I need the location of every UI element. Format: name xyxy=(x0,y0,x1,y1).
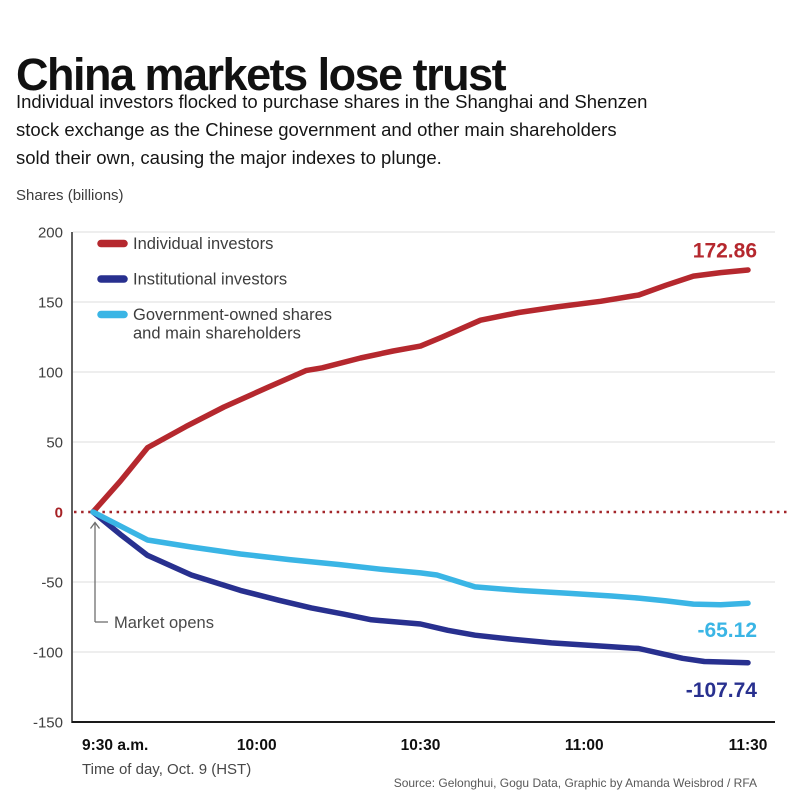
subtitle-line-3: sold their own, causing the major indexe… xyxy=(16,147,442,168)
chart-subtitle: Individual investors flocked to purchase… xyxy=(16,88,647,172)
chart-area: 200 150 100 50 0 -50 -100 -150 9:30 a.m. 10:00 10:… xyxy=(0,210,800,800)
y-axis-unit-label: Shares (billions) xyxy=(16,187,124,204)
legend-label: and main shareholders xyxy=(133,325,301,343)
series-line-2 xyxy=(90,509,751,666)
y-tick-label: 50 xyxy=(46,435,63,452)
x-tick-label: 10:00 xyxy=(237,737,277,754)
series-end-label: 172.86 xyxy=(693,239,757,262)
chart-canvas: 200 150 100 50 0 -50 -100 -150 9:30 a.m. 10:00 10:… xyxy=(33,225,787,754)
market-opens-arrow xyxy=(89,521,101,529)
x-tick-label: 10:30 xyxy=(401,737,441,754)
y-tick-label: -100 xyxy=(33,645,63,662)
series-line-3 xyxy=(90,509,751,608)
x-tick-label: 9:30 a.m. xyxy=(82,737,148,754)
subtitle-line-1: Individual investors flocked to purchase… xyxy=(16,91,648,112)
y-tick-label: -150 xyxy=(33,715,63,732)
series-line-1 xyxy=(90,267,751,515)
x-axis-caption: Time of day, Oct. 9 (HST) xyxy=(82,761,252,778)
y-tick-label: 100 xyxy=(38,365,63,382)
x-tick-label: 11:30 xyxy=(729,737,768,754)
legend-label: Institutional investors xyxy=(133,271,287,289)
chart-title: China markets lose trust xyxy=(16,49,507,101)
series-end-label: -107.74 xyxy=(686,679,758,702)
market-opens-label: Market opens xyxy=(114,614,214,632)
y-tick-label: 200 xyxy=(38,225,63,242)
y-tick-label: 150 xyxy=(38,295,63,312)
x-tick-label: 11:00 xyxy=(565,737,604,754)
y-tick-label: -50 xyxy=(41,575,63,592)
source-credit: Source: Gelonghui, Gogu Data, Graphic by… xyxy=(393,776,757,790)
legend-label: Government-owned shares xyxy=(133,306,332,324)
y-tick-label: 0 xyxy=(55,505,63,522)
legend-label: Individual investors xyxy=(133,235,273,253)
subtitle-line-2: stock exchange as the Chinese government… xyxy=(16,119,617,140)
series-end-label: -65.12 xyxy=(697,619,757,642)
